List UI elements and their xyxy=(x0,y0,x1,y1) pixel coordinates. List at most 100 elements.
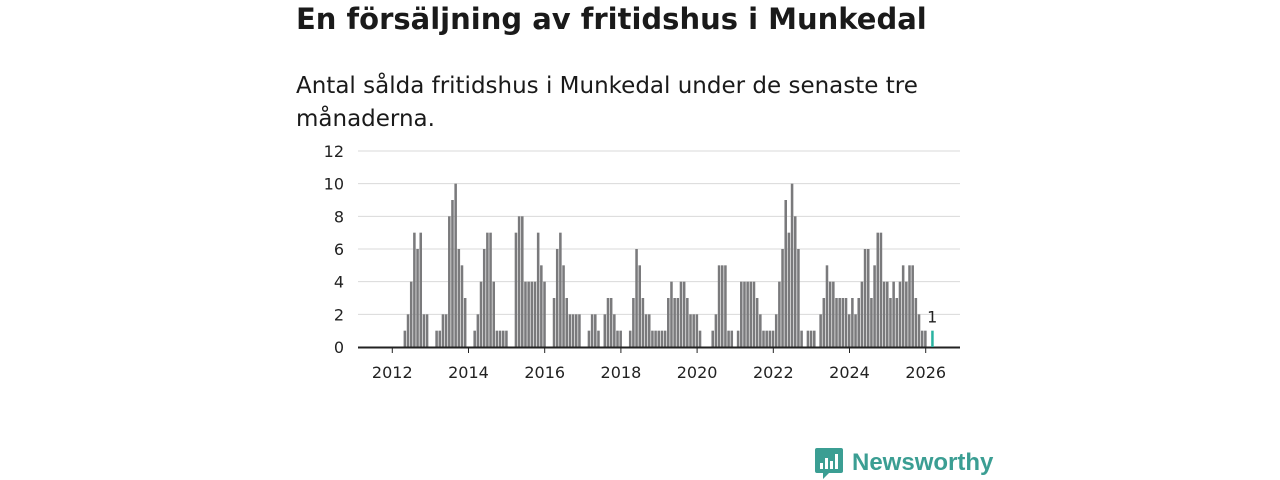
bar xyxy=(657,330,661,347)
bar xyxy=(638,265,641,347)
bar xyxy=(473,330,476,347)
bar xyxy=(651,330,654,347)
bar xyxy=(838,298,841,347)
bar xyxy=(501,330,505,347)
bar xyxy=(413,232,416,347)
y-tick-label: 12 xyxy=(324,142,344,161)
x-tick-label: 2020 xyxy=(677,363,718,382)
y-tick-label: 2 xyxy=(334,305,344,324)
bar xyxy=(873,265,876,347)
x-tick-label: 2022 xyxy=(753,363,794,382)
bar xyxy=(920,330,924,347)
bar xyxy=(714,314,718,347)
bar xyxy=(514,232,518,347)
bar xyxy=(787,232,791,347)
bar xyxy=(746,281,749,347)
bar xyxy=(924,330,927,347)
bar xyxy=(752,281,756,347)
bar xyxy=(667,298,670,347)
bar xyxy=(606,298,610,347)
newsworthy-logo-icon xyxy=(815,448,843,479)
bar xyxy=(524,281,527,347)
bar xyxy=(778,281,781,347)
x-tick-label: 2026 xyxy=(905,363,946,382)
bar xyxy=(543,281,546,347)
bar xyxy=(441,314,445,347)
y-axis-ticks: 0 2 4 6 8 10 12 xyxy=(324,142,344,357)
bar xyxy=(898,281,902,347)
bar xyxy=(825,265,829,347)
bar xyxy=(495,330,499,347)
bar xyxy=(854,314,857,347)
bar xyxy=(562,265,565,347)
bar xyxy=(555,249,559,347)
bar xyxy=(860,281,864,347)
bar xyxy=(724,265,727,347)
bar xyxy=(536,232,540,347)
x-tick-label: 2012 xyxy=(372,363,413,382)
y-tick-label: 0 xyxy=(334,338,344,357)
bar xyxy=(847,314,851,347)
newsworthy-logo: Newsworthy xyxy=(814,446,993,480)
bar xyxy=(479,281,483,347)
bar xyxy=(679,281,683,347)
chart-subtitle: Antal sålda fritidshus i Munkedal under … xyxy=(296,73,918,132)
bar xyxy=(489,232,492,347)
bar xyxy=(917,314,921,347)
bar xyxy=(686,298,689,347)
y-tick-label: 4 xyxy=(334,273,344,292)
bar xyxy=(768,330,772,347)
bar xyxy=(730,330,734,347)
bar xyxy=(727,330,730,347)
bar xyxy=(800,330,803,347)
bar xyxy=(635,249,638,347)
bar xyxy=(851,298,854,347)
bar xyxy=(660,330,664,347)
bar xyxy=(673,298,676,347)
highlight-label: 1 xyxy=(927,308,937,327)
bar xyxy=(530,281,534,347)
bar xyxy=(574,314,578,347)
bar xyxy=(901,265,905,347)
bar xyxy=(482,249,486,347)
bar xyxy=(498,330,502,347)
bar xyxy=(457,249,461,347)
bar xyxy=(409,281,413,347)
bar xyxy=(774,314,778,347)
bar xyxy=(863,249,867,347)
bar xyxy=(819,314,822,347)
latest-value: 1 xyxy=(927,308,937,347)
bar xyxy=(914,298,918,347)
bar xyxy=(790,183,794,347)
bar xyxy=(521,216,524,347)
highlight-bar xyxy=(931,330,934,347)
bar xyxy=(886,281,889,347)
bar xyxy=(682,281,686,347)
bar xyxy=(832,281,835,347)
bar xyxy=(822,298,826,347)
bar xyxy=(552,298,556,347)
bar xyxy=(632,298,635,347)
bar xyxy=(870,298,873,347)
bar xyxy=(486,232,489,347)
bar xyxy=(460,265,464,347)
x-tick-label: 2024 xyxy=(829,363,870,382)
bar xyxy=(749,281,753,347)
bar xyxy=(771,330,775,347)
bar xyxy=(641,298,645,347)
bar xyxy=(908,265,911,347)
bar xyxy=(517,216,521,347)
bar xyxy=(619,330,622,347)
x-tick-label: 2016 xyxy=(524,363,565,382)
bar xyxy=(717,265,721,347)
bar xyxy=(676,298,680,347)
bar xyxy=(689,314,692,347)
bars xyxy=(403,183,927,347)
bar xyxy=(603,314,607,347)
bar xyxy=(403,330,407,347)
bar xyxy=(784,200,787,347)
bar xyxy=(892,281,895,347)
bar xyxy=(895,298,899,347)
chart-title: En försäljning av fritidshus i Munkedal xyxy=(296,2,927,36)
